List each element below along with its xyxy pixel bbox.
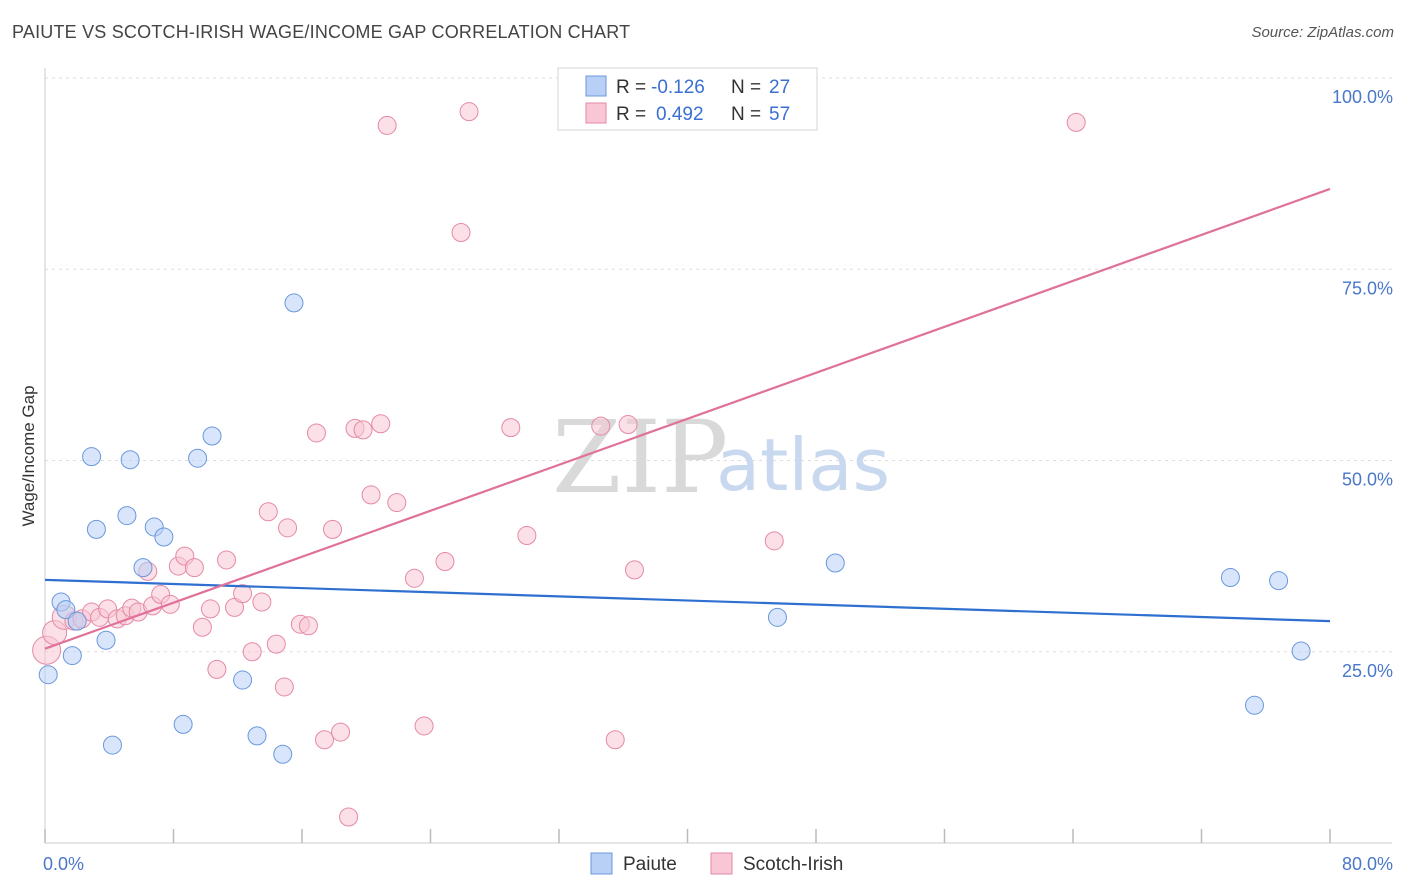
scotch-irish-point: [371, 414, 391, 434]
legend-n-label-1: N =: [731, 77, 761, 98]
paiute-point: [82, 447, 102, 467]
scotch-irish-point: [353, 420, 373, 440]
paiute-point: [120, 450, 140, 470]
y-axis-label: Wage/Income Gap: [19, 385, 38, 526]
series-legend: Paiute Scotch-Irish: [590, 852, 843, 875]
paiute-point: [96, 630, 116, 650]
bottom-legend-swatch-scotch-irish: [710, 852, 733, 875]
scotch-irish-point: [435, 551, 455, 571]
scotch-irish-point: [274, 677, 294, 697]
scotch-irish-point: [192, 617, 212, 637]
chart-source: Source: ZipAtlas.com: [1251, 24, 1394, 41]
scotch-irish-point: [459, 102, 479, 122]
scotch-irish-point: [414, 716, 434, 736]
scotch-irish-point: [618, 415, 638, 435]
scotch-irish-point: [217, 550, 237, 570]
scotch-irish-point: [339, 807, 359, 827]
legend-r-label-1: R =: [616, 77, 646, 98]
paiute-point: [188, 448, 208, 468]
paiute-point: [273, 744, 293, 764]
correlation-legend: R = -0.126 N = 27 R = 0.492 N = 57: [557, 67, 818, 131]
scotch-irish-point: [233, 584, 253, 604]
scotch-irish-point: [200, 599, 220, 619]
paiute-points: [38, 293, 1311, 764]
scotch-irish-point: [501, 418, 521, 438]
paiute-point: [284, 293, 304, 313]
legend-r-label-2: R =: [616, 104, 646, 125]
paiute-point: [173, 714, 193, 734]
x-tick-labels: 0.0% 80.0%: [43, 854, 1393, 874]
x-tick-label: 80.0%: [1342, 854, 1393, 874]
y-tick-label: 50.0%: [1342, 470, 1393, 490]
paiute-point: [62, 646, 82, 666]
paiute-point: [154, 527, 174, 547]
scotch-irish-points: [32, 102, 1086, 827]
scotch-irish-point: [387, 493, 407, 513]
watermark: ZIP atlas: [552, 399, 890, 516]
paiute-point: [202, 426, 222, 446]
legend-n-value-1: 27: [769, 77, 790, 98]
legend-swatch-paiute: [585, 75, 607, 97]
chart-title: PAIUTE VS SCOTCH-IRISH WAGE/INCOME GAP C…: [12, 22, 631, 42]
scotch-irish-point: [377, 115, 397, 135]
scotch-irish-point: [278, 518, 298, 538]
axes: [44, 68, 1392, 844]
scotch-irish-point: [184, 558, 204, 578]
paiute-point: [1291, 641, 1311, 661]
y-tick-labels: 100.0% 75.0% 50.0% 25.0%: [1332, 87, 1393, 681]
legend-r-value-1: -0.126: [651, 77, 705, 98]
scotch-irish-point: [361, 485, 381, 505]
scotch-irish-point: [207, 659, 227, 679]
bottom-legend-scotch-irish: Scotch-Irish: [743, 854, 843, 875]
scotch-irish-point: [624, 560, 644, 580]
trend-lines: [44, 187, 1331, 650]
scotch-irish-point: [605, 730, 625, 750]
gridlines: [45, 77, 1392, 653]
paiute-point: [825, 553, 845, 573]
watermark-atlas: atlas: [716, 423, 890, 507]
scotch-irish-point: [266, 634, 286, 654]
paiute-point: [1245, 695, 1265, 715]
paiute-trend-line: [44, 578, 1331, 623]
legend-n-value-2: 57: [769, 104, 790, 125]
bottom-legend-swatch-paiute: [590, 852, 613, 875]
bottom-legend-paiute: Paiute: [623, 854, 677, 875]
paiute-point: [67, 611, 87, 631]
paiute-point: [117, 506, 137, 526]
scotch-irish-point: [591, 416, 611, 436]
scotch-irish-point: [258, 502, 278, 522]
paiute-point: [38, 665, 58, 685]
scotch-irish-point: [764, 531, 784, 551]
paiute-point: [233, 670, 253, 690]
scotch-irish-point: [451, 223, 471, 243]
paiute-point: [1269, 571, 1289, 591]
paiute-point: [1220, 568, 1240, 588]
paiute-point: [86, 519, 106, 539]
scotch-irish-point: [298, 616, 318, 636]
paiute-point: [133, 558, 153, 578]
paiute-point: [767, 607, 787, 627]
y-tick-label: 100.0%: [1332, 87, 1393, 107]
paiute-point: [102, 735, 122, 755]
scotch-irish-point: [242, 642, 262, 662]
scotch-irish-point: [331, 722, 351, 742]
scotch-irish-point: [1066, 112, 1086, 132]
scotch-irish-trend-line: [44, 187, 1331, 650]
legend-n-label-2: N =: [731, 104, 761, 125]
scotch-irish-point: [517, 525, 537, 545]
x-tick-label: 0.0%: [43, 854, 84, 874]
y-tick-label: 25.0%: [1342, 661, 1393, 681]
legend-r-value-2: 0.492: [656, 104, 704, 125]
paiute-point: [56, 600, 76, 620]
scotch-irish-point: [404, 568, 424, 588]
y-tick-label: 75.0%: [1342, 278, 1393, 298]
paiute-point: [247, 726, 267, 746]
scotch-irish-point: [306, 423, 326, 443]
scotch-irish-point: [252, 592, 272, 612]
legend-swatch-scotch-irish: [585, 102, 607, 124]
scotch-irish-point: [323, 519, 343, 539]
scotch-irish-point: [314, 730, 334, 750]
